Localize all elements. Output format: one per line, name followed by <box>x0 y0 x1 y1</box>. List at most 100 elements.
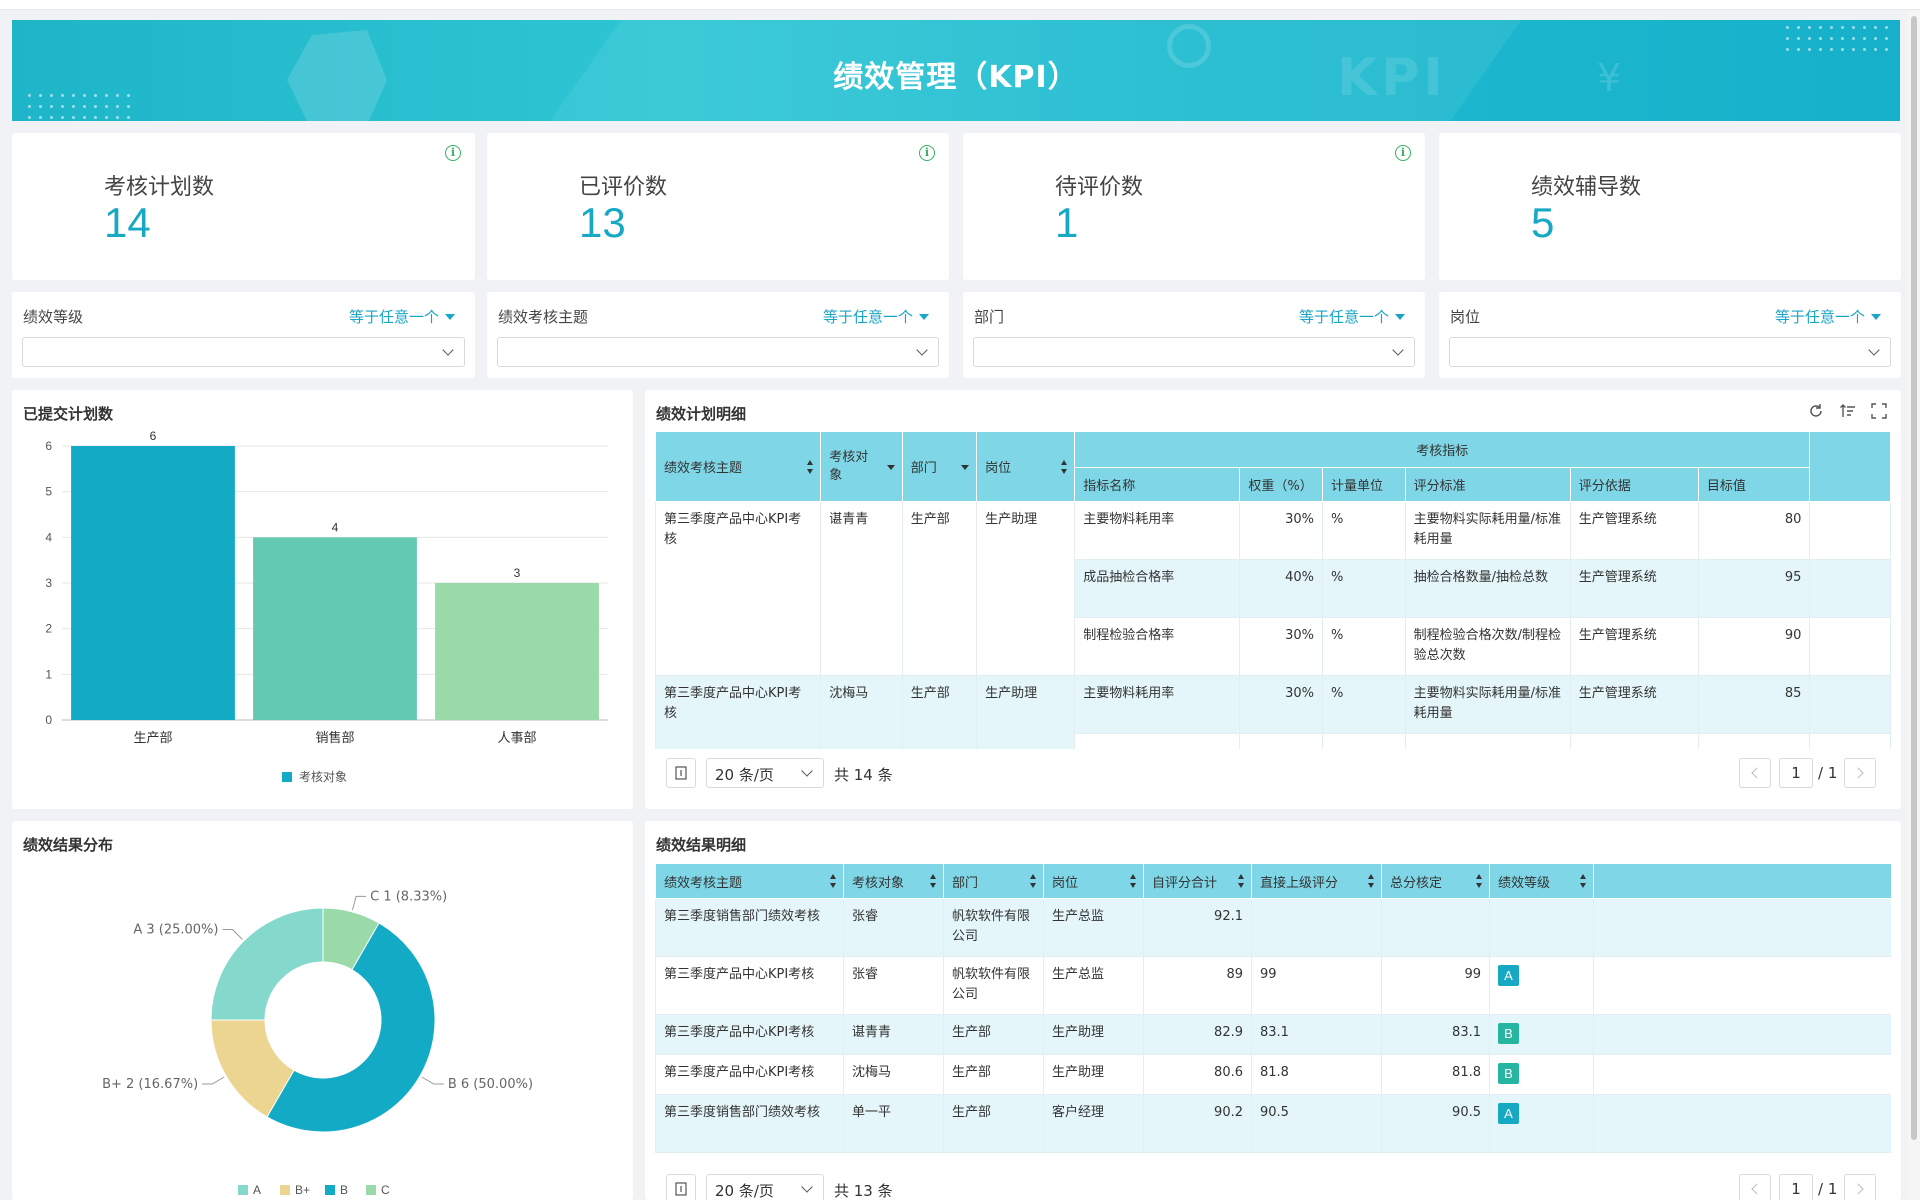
slice-label: B 6 (50.00%) <box>448 1077 533 1092</box>
filter-select[interactable] <box>497 337 939 367</box>
legend-swatch[interactable] <box>282 772 292 782</box>
cell-person: 谌青青 <box>843 1014 944 1055</box>
legend-label[interactable]: B+ <box>295 1183 310 1197</box>
grade-badge: B <box>1498 1023 1519 1044</box>
legend-label[interactable]: C <box>381 1183 390 1197</box>
col-header-indicator[interactable]: 指标名称 <box>1074 467 1241 502</box>
cell-post: 生产助理 <box>976 501 1076 676</box>
legend-swatch[interactable] <box>325 1185 335 1195</box>
col-header-dept[interactable]: 部门 <box>901 431 978 502</box>
table-row[interactable]: 第三季度产品中心KPI考核 沈梅马 生产部 生产助理 80.6 81.8 81.… <box>655 1054 1891 1095</box>
sort-icon[interactable] <box>1130 874 1137 888</box>
cell-total-score: 83.1 <box>1381 1014 1490 1055</box>
sort-icon[interactable] <box>930 874 937 888</box>
sort-icon[interactable] <box>1238 874 1245 888</box>
filter-operator[interactable]: 等于任意一个 <box>1299 306 1405 327</box>
stat-card-plans: 考核计划数 14 i <box>12 133 475 280</box>
sort-list-icon[interactable] <box>1839 402 1857 420</box>
slice-label-line <box>222 928 243 940</box>
cell-self-score: 92.1 <box>1143 898 1252 957</box>
filter-operator[interactable]: 等于任意一个 <box>1775 306 1881 327</box>
page-jump-icon[interactable] <box>666 758 696 788</box>
cell-post: 生产助理 <box>1043 1014 1144 1055</box>
x-tick-label: 人事部 <box>497 731 536 746</box>
col-header-standard[interactable]: 评分标准 <box>1404 467 1571 502</box>
sort-icon[interactable] <box>1061 459 1068 474</box>
cell-boss-score: 99 <box>1251 956 1382 1015</box>
col-header-self-score[interactable]: 自评分合计 <box>1143 863 1252 899</box>
col-header-total-score[interactable]: 总分核定 <box>1381 863 1490 899</box>
col-header-grade[interactable]: 绩效等级 <box>1489 863 1594 899</box>
sort-icon[interactable] <box>807 459 814 474</box>
table-row[interactable]: 第三季度产品中心KPI考核 沈梅马 生产部 生产助理 主要物料耗用率 30% %… <box>655 675 1891 749</box>
grade-badge: A <box>1498 1103 1519 1124</box>
col-header-post[interactable]: 岗位 <box>976 431 1076 502</box>
info-icon[interactable]: i <box>919 145 935 161</box>
col-header-unit[interactable]: 计量单位 <box>1322 467 1406 502</box>
page-size-select[interactable]: 20 条/页 <box>706 758 824 788</box>
col-header-topic[interactable]: 绩效考核主题 <box>655 863 844 899</box>
info-icon[interactable]: i <box>445 145 461 161</box>
table-row[interactable]: 第三季度产品中心KPI考核 谌青青 生产部 生产助理 主要物料耗用率 30% %… <box>655 501 1891 676</box>
filter-select[interactable] <box>973 337 1415 367</box>
table-row[interactable]: 第三季度销售部门绩效考核 张睿 帆软软件有限公司 生产总监 92.1 <box>655 898 1891 957</box>
next-page-button[interactable] <box>1844 1174 1876 1200</box>
col-header-target[interactable]: 目标值 <box>1697 467 1811 502</box>
cell-dept: 生产部 <box>901 501 978 676</box>
sort-icon[interactable] <box>1030 874 1037 888</box>
page-number-input[interactable]: 1 <box>1779 758 1813 788</box>
table-row[interactable]: 第三季度产品中心KPI考核 张睿 帆软软件有限公司 生产总监 89 99 99 … <box>655 956 1891 1015</box>
sort-icon[interactable] <box>830 874 837 888</box>
cell-dept: 生产部 <box>943 1094 1044 1153</box>
next-page-button[interactable] <box>1844 758 1876 788</box>
donut-slice[interactable] <box>266 922 436 1133</box>
filter-operator[interactable]: 等于任意一个 <box>349 306 455 327</box>
stat-label: 已评价数 <box>579 175 668 200</box>
filter-caret-icon[interactable] <box>886 464 895 470</box>
legend-swatch[interactable] <box>238 1185 248 1195</box>
legend-label[interactable]: 考核对象 <box>299 770 347 784</box>
col-header-dept[interactable]: 部门 <box>943 863 1044 899</box>
filter-caret-icon[interactable] <box>961 464 970 470</box>
cell-blank <box>1809 501 1891 560</box>
prev-page-button[interactable] <box>1739 758 1771 788</box>
col-header-person[interactable]: 考核对象 <box>820 431 903 502</box>
info-icon[interactable]: i <box>1395 145 1411 161</box>
bar[interactable] <box>71 446 235 720</box>
legend-label[interactable]: A <box>253 1183 261 1197</box>
bar[interactable] <box>253 537 417 720</box>
filter-operator[interactable]: 等于任意一个 <box>823 306 929 327</box>
page-number-input[interactable]: 1 <box>1779 1174 1813 1200</box>
legend-label[interactable]: B <box>340 1183 348 1197</box>
bar[interactable] <box>435 583 599 720</box>
table-row[interactable] <box>655 1152 1891 1153</box>
col-header-weight[interactable]: 权重（%） <box>1239 467 1323 502</box>
cell-boss-score <box>1251 1152 1382 1153</box>
col-header-person[interactable]: 考核对象 <box>843 863 944 899</box>
legend-swatch[interactable] <box>366 1185 376 1195</box>
donut-slice[interactable] <box>210 907 324 1021</box>
col-header-post[interactable]: 岗位 <box>1043 863 1144 899</box>
legend-swatch[interactable] <box>280 1185 290 1195</box>
prev-page-button[interactable] <box>1739 1174 1771 1200</box>
cell-dept: 帆软软件有限公司 <box>943 898 1044 957</box>
cell-basis: 生产管理系统 <box>1569 501 1699 560</box>
sort-icon[interactable] <box>1476 874 1483 888</box>
refresh-icon[interactable] <box>1807 402 1825 420</box>
scrollbar-thumb[interactable] <box>1911 16 1917 1140</box>
sort-icon[interactable] <box>1580 874 1587 888</box>
filter-select[interactable] <box>1449 337 1891 367</box>
page-scrollbar[interactable] <box>1908 10 1920 1200</box>
col-header-boss-score[interactable]: 直接上级评分 <box>1251 863 1382 899</box>
fullscreen-icon[interactable] <box>1870 402 1888 420</box>
page-size-select[interactable]: 20 条/页 <box>706 1174 824 1200</box>
col-header-basis[interactable]: 评分依据 <box>1569 467 1699 502</box>
table-row[interactable]: 第三季度销售部门绩效考核 单一平 生产部 客户经理 90.2 90.5 90.5… <box>655 1094 1891 1153</box>
page-jump-icon[interactable] <box>666 1174 696 1200</box>
table-row[interactable]: 第三季度产品中心KPI考核 谌青青 生产部 生产助理 82.9 83.1 83.… <box>655 1014 1891 1055</box>
sort-icon[interactable] <box>1368 874 1375 888</box>
top-strip <box>0 0 1920 10</box>
col-header-topic[interactable]: 绩效考核主题 <box>655 431 822 502</box>
col-header-blank <box>1809 431 1891 502</box>
filter-select[interactable] <box>22 337 465 367</box>
